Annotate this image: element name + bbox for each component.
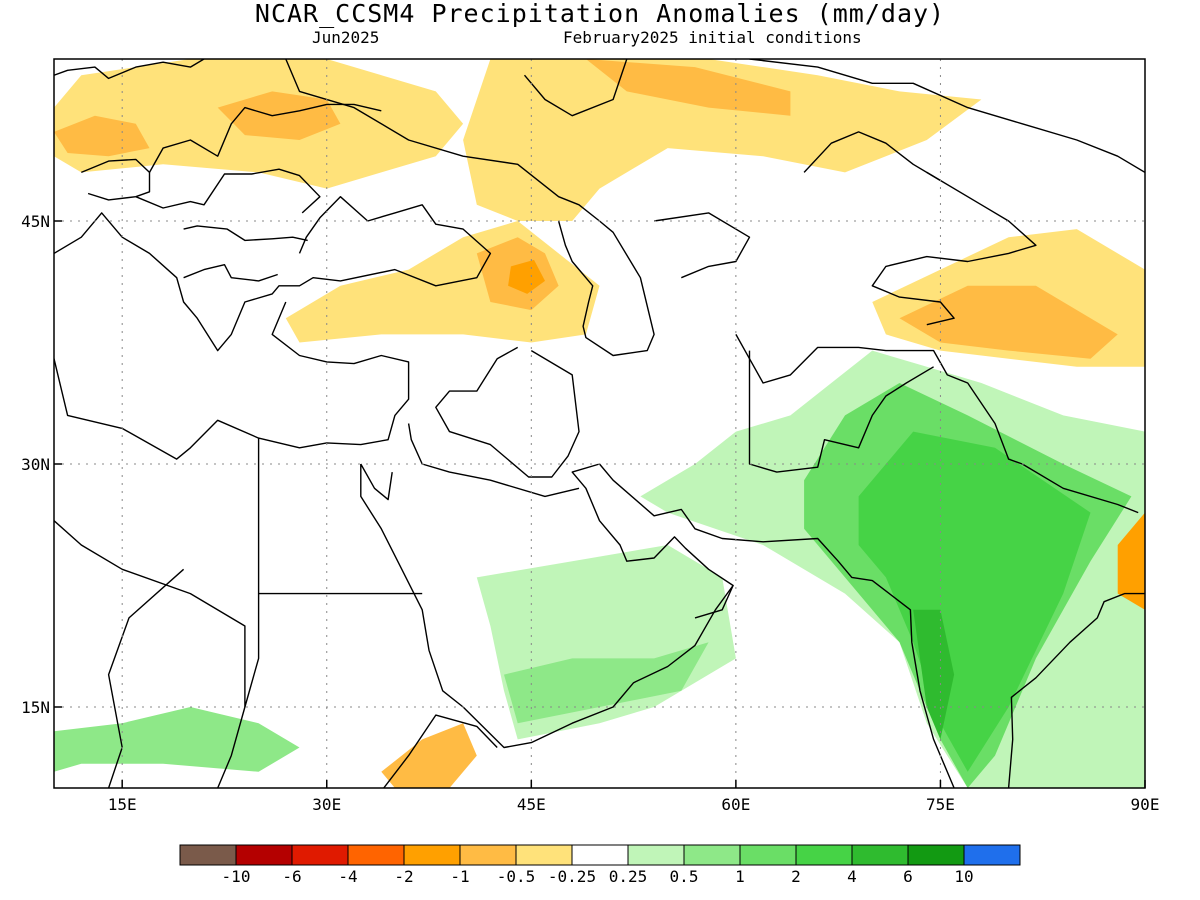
anomaly-shading (54, 59, 1145, 788)
colorbar-swatch (739, 844, 797, 866)
colorbar-label: 0.25 (609, 867, 648, 886)
lat-tick-label: 30N (21, 455, 50, 474)
coastline-border (382, 714, 498, 788)
coastline-border (1007, 592, 1145, 788)
colorbar-swatch (347, 844, 405, 866)
anomaly-region-sahel-wet (54, 707, 300, 772)
colorbar-label: -10 (222, 867, 251, 886)
axis-ticks: 45N 30N 15N 15E 30E 45E 60E 75E 90E (21, 212, 1159, 814)
coastline-border (285, 59, 655, 357)
initial-conditions-subtitle: February2025 initial conditions (563, 28, 862, 47)
colorbar-label: 10 (954, 867, 973, 886)
anomaly-region-russia-dry (463, 59, 982, 221)
colorbar-label: -1 (450, 867, 469, 886)
coastline-border (435, 346, 580, 478)
coastline-border (54, 59, 205, 80)
anomaly-region-yemen-wet-core (504, 642, 709, 724)
lon-tick-label: 60E (721, 795, 750, 814)
lon-tick-label: 30E (312, 795, 341, 814)
colorbar-swatch (963, 844, 1021, 866)
map-title: NCAR_CCSM4 Precipitation Anomalies (mm/d… (254, 0, 946, 28)
coastline-border (735, 334, 1139, 514)
coastline-border (871, 171, 1037, 326)
lon-tick-label: 75E (926, 795, 955, 814)
coastline-border (523, 59, 628, 117)
forecast-month-subtitle: Jun2025 (312, 28, 380, 47)
colorbar: -10 -6 -4 -2 -1 -0.5 -0.25 0.25 0.5 1 2 4 6 10 (179, 844, 1021, 886)
coastline-border (54, 301, 410, 460)
colorbar-label: -0.25 (548, 867, 596, 886)
colorbar-label: 4 (847, 867, 857, 886)
colorbar-swatch (179, 844, 237, 866)
coastline-border (244, 593, 260, 708)
anomaly-region-india-wet-strong (858, 431, 1091, 772)
colorbar-label: 6 (903, 867, 913, 886)
map-plot-area (54, 59, 1145, 788)
colorbar-swatch (683, 844, 741, 866)
coastline-border (183, 225, 308, 242)
colorbar-label: 2 (791, 867, 801, 886)
colorbar-swatch (291, 844, 349, 866)
anomaly-region-bangladesh-dry (1117, 512, 1145, 610)
anomaly-region-ukraine-dry-core (217, 91, 341, 140)
coastline-border (81, 158, 151, 201)
anomaly-region-russia-dry-core (585, 59, 791, 116)
colorbar-swatch (235, 844, 293, 866)
anomaly-region-central-asia-dry-core (899, 285, 1118, 359)
colorbar-label: -0.5 (497, 867, 536, 886)
anomaly-region-ethiopia-dry (381, 723, 477, 788)
coastline-border (748, 350, 934, 473)
colorbar-swatch (459, 844, 517, 866)
colorbar-label: 1 (735, 867, 745, 886)
lon-tick-label: 15E (108, 795, 137, 814)
colorbar-swatch (571, 844, 629, 866)
anomaly-region-caucasus-dry-peak (508, 259, 545, 294)
lon-tick-label: 90E (1131, 795, 1160, 814)
colorbar-swatch (627, 844, 685, 866)
coastline-border (407, 423, 580, 498)
colorbar-swatch (403, 844, 461, 866)
colorbar-swatch (515, 844, 573, 866)
colorbar-swatch (795, 844, 853, 866)
lon-tick-label: 45E (517, 795, 546, 814)
colorbar-label: -6 (282, 867, 301, 886)
lat-lon-grid (54, 59, 1145, 788)
anomaly-region-central-europe-dry-core (54, 115, 150, 157)
colorbar-swatch (907, 844, 965, 866)
coastline-border (653, 212, 751, 279)
coastline-border (148, 103, 382, 173)
coastline-border (107, 568, 185, 788)
colorbar-label: 0.5 (670, 867, 699, 886)
country-outlines (54, 59, 1145, 788)
coastline-border (54, 520, 246, 788)
coastline-border (803, 131, 941, 182)
coastline-border (135, 168, 321, 214)
coastline-border (54, 195, 492, 352)
coastline-border (360, 463, 955, 788)
coastline-border (360, 463, 393, 501)
lat-tick-label: 15N (21, 698, 50, 717)
coastline-border (694, 585, 734, 619)
coastline-border (749, 59, 1145, 174)
map-frame (53, 58, 1146, 789)
colorbar-swatch (851, 844, 909, 866)
colorbar-label: -4 (338, 867, 357, 886)
coastline-border (183, 264, 278, 282)
lat-tick-label: 45N (21, 212, 50, 231)
colorbar-label: -2 (394, 867, 413, 886)
